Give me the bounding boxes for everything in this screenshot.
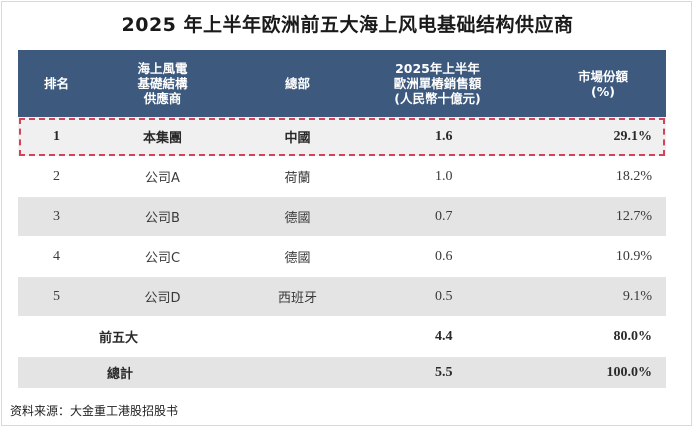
cell-rank: 1 [53,128,60,144]
cell-supplier: 本集團 [142,131,182,146]
cell-share: 12.7% [615,208,652,224]
cell-hq: 西班牙 [277,291,317,306]
cell-hq: 德國 [284,211,311,226]
cell-total-label: 總計 [107,367,134,382]
cell-supplier: 公司B [145,211,180,226]
table-header: 排名 海上風電 基礎結構 供應商 總部 2025年上半年 歐洲單樁銷售額 (人民… [18,50,666,117]
cell-top5-share: 80.0% [613,328,653,344]
cell-total-sales: 5.5 [435,364,453,380]
cell-hq: 荷蘭 [284,171,311,186]
cell-sales: 0.6 [435,248,453,264]
cell-rank: 5 [53,288,60,304]
cell-top5-sales: 4.4 [435,328,453,344]
cell-sales: 1.6 [435,128,453,144]
cell-share: 10.9% [615,248,652,264]
cell-total-share: 100.0% [606,364,653,380]
cell-supplier: 公司A [145,171,180,186]
cell-sales: 1.0 [435,168,453,184]
cell-rank: 3 [53,208,60,224]
table-row: 4 公司C 德國 0.6 10.9% [18,237,666,277]
header-supplier: 海上風電 基礎結構 供應商 [137,61,188,106]
cell-share: 9.1% [622,288,652,304]
header-hq: 總部 [284,76,310,91]
cell-share: 18.2% [615,168,652,184]
table-row-highlighted: 1 本集團 中國 1.6 29.1% [18,117,666,157]
cell-top5-label: 前五大 [99,331,139,346]
cell-share: 29.1% [613,128,653,144]
cell-rank: 2 [53,168,60,184]
cell-supplier: 公司D [144,291,181,306]
cell-sales: 0.5 [435,288,453,304]
cell-rank: 4 [53,248,60,264]
table-row: 2 公司A 荷蘭 1.0 18.2% [18,157,666,197]
supplier-table: 排名 海上風電 基礎結構 供應商 總部 2025年上半年 歐洲單樁銷售額 (人民… [18,50,666,389]
table-row-total: 總計 5.5 100.0% [18,357,666,389]
source-note: 资料来源：大金重工港股招股书 [10,404,179,418]
cell-hq: 德國 [284,251,311,266]
table-title: 2025 年上半年欧洲前五大海上风电基础结构供应商 [121,14,574,36]
table-row-top5: 前五大 4.4 80.0% [18,317,666,357]
header-sales: 2025年上半年 歐洲單樁銷售額 (人民幣十億元) [393,61,482,106]
table-row: 3 公司B 德國 0.7 12.7% [18,197,666,237]
table-row: 5 公司D 西班牙 0.5 9.1% [18,277,666,317]
cell-hq: 中國 [284,131,311,146]
cell-supplier: 公司C [144,251,181,266]
header-rank: 排名 [43,76,69,91]
header-share: 市場份額 (%) [577,68,628,99]
cell-sales: 0.7 [435,208,453,224]
